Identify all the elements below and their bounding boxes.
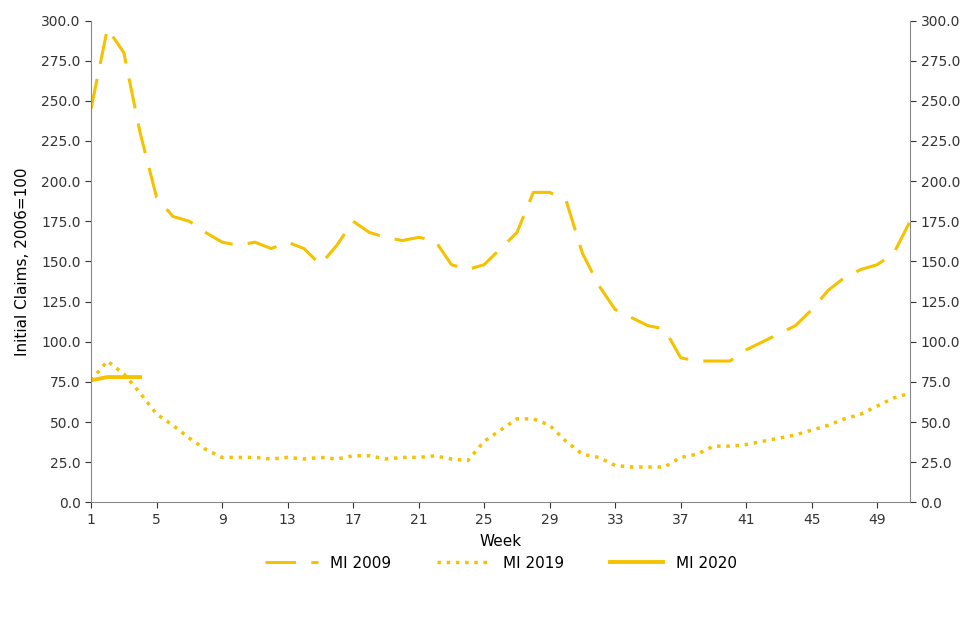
MI 2019 (282, 454, 293, 461)
MI 2009 (101, 25, 113, 32)
MI 2009 (282, 238, 293, 246)
Y-axis label: Initial Claims, 2006=100: Initial Claims, 2006=100 (15, 167, 30, 356)
MI 2020 (135, 374, 146, 381)
X-axis label: Week: Week (480, 534, 522, 549)
MI 2019 (364, 452, 375, 459)
MI 2009 (643, 322, 654, 329)
MI 2009 (347, 217, 359, 225)
MI 2009 (904, 217, 916, 225)
MI 2019 (708, 442, 720, 450)
MI 2009 (691, 357, 703, 365)
MI 2020 (85, 377, 97, 384)
MI 2019 (85, 377, 97, 384)
MI 2020 (101, 374, 113, 381)
MI 2009 (85, 105, 97, 113)
Line: MI 2009: MI 2009 (91, 28, 910, 361)
MI 2009 (708, 357, 720, 365)
Line: MI 2020: MI 2020 (91, 377, 140, 381)
MI 2019 (626, 463, 638, 471)
MI 2019 (888, 394, 900, 402)
MI 2019 (101, 357, 113, 365)
MI 2019 (347, 452, 359, 459)
MI 2009 (364, 229, 375, 236)
MI 2019 (904, 389, 916, 397)
MI 2019 (658, 463, 670, 471)
MI 2009 (888, 249, 900, 257)
MI 2020 (118, 374, 130, 381)
Line: MI 2019: MI 2019 (91, 361, 910, 467)
Legend: MI 2009, MI 2019, MI 2020: MI 2009, MI 2019, MI 2020 (258, 549, 743, 576)
